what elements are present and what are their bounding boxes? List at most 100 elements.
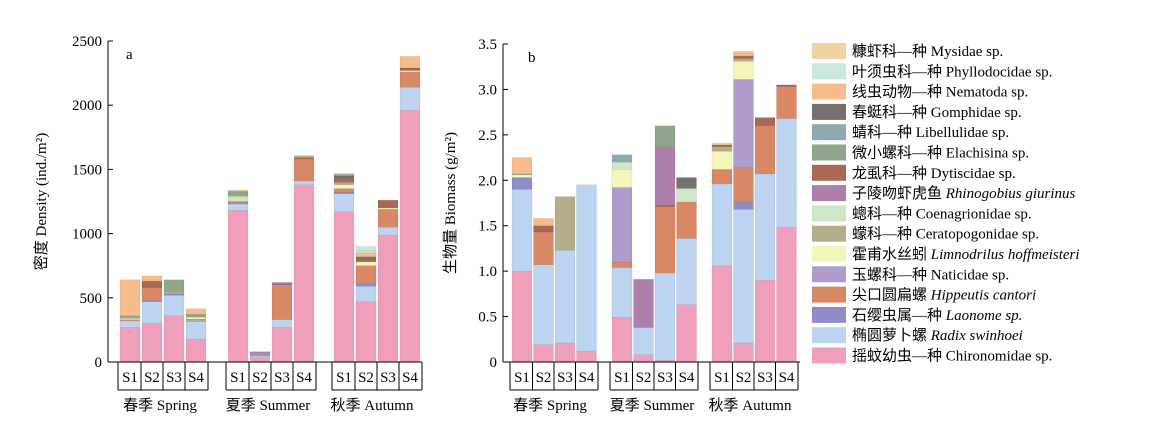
bar-segment-radix bbox=[355, 286, 377, 302]
bar-segment-ceratopogonidae bbox=[554, 196, 576, 251]
x-tick-label: S2 bbox=[736, 370, 752, 386]
legend-label-elachisina: 微小螺科—种 Elachisina sp. bbox=[852, 145, 1029, 162]
x-tick-label: S3 bbox=[380, 370, 396, 386]
bar-segment-chironomidae bbox=[676, 304, 697, 363]
bar-segment-radix bbox=[293, 180, 315, 186]
bar-segment-gomphidae bbox=[333, 175, 355, 179]
panel-letter: b bbox=[528, 50, 536, 66]
panel-letter: a bbox=[126, 47, 133, 63]
bar-segment-coenagrionidae bbox=[227, 197, 249, 202]
bar-segment-chironomidae bbox=[511, 270, 533, 363]
y-axis-title: 生物量 Biomass (g/m²) bbox=[442, 132, 459, 274]
bar-segment-radix bbox=[333, 193, 355, 212]
bar-segment-ceratopogonidae bbox=[185, 318, 207, 322]
bar-segment-radix bbox=[776, 118, 797, 228]
bar-segment-hippeutis bbox=[377, 209, 399, 228]
bar-segment-dytiscidae bbox=[399, 67, 421, 71]
bar-segment-dytiscidae bbox=[754, 117, 776, 126]
bar-segment-elachisina bbox=[654, 125, 676, 147]
legend-label-naticidae: 玉螺科—种 Naticidae sp. bbox=[852, 266, 1009, 283]
x-tick-label: S1 bbox=[230, 370, 246, 386]
y-tick-label: 500 bbox=[80, 291, 103, 307]
bar-segment-nematoda bbox=[511, 157, 533, 175]
bar-segment-radix bbox=[576, 184, 597, 352]
bar-segment-elachisina bbox=[185, 314, 207, 318]
bar-segment-dytiscidae bbox=[776, 84, 797, 87]
x-tick-label: S2 bbox=[252, 370, 268, 386]
bar-segment-radix bbox=[185, 321, 207, 340]
legend-swatch-coenagrionidae bbox=[812, 205, 846, 222]
bar-segment-coenagrionidae bbox=[611, 161, 633, 170]
y-tick-label: 1500 bbox=[72, 162, 102, 178]
bar-segment-rhinogobius bbox=[633, 279, 654, 328]
bar-segment-ceratopogonidae bbox=[711, 146, 733, 152]
bar-segment-nematoda bbox=[533, 218, 554, 226]
bar-segment-dytiscidae bbox=[355, 259, 377, 263]
legend-label-gomphidae: 春蜓科—种 Gomphidae sp. bbox=[852, 104, 1022, 121]
x-tick-label: S2 bbox=[636, 370, 652, 386]
bar-segment-nematoda bbox=[355, 252, 377, 257]
season-label: 春季 Spring bbox=[513, 397, 587, 414]
legend-swatch-hippeutis bbox=[812, 286, 846, 303]
y-tick-label: 1000 bbox=[72, 227, 102, 243]
bar-segment-radix bbox=[511, 189, 533, 272]
legend-label-phyllodocidae: 叶须虫科—种 Phyllodocidae sp. bbox=[852, 63, 1052, 80]
bar-segment-hippeutis bbox=[776, 86, 797, 119]
bar-segment-ceratopogonidae bbox=[733, 58, 754, 62]
y-tick-label: 0.5 bbox=[478, 310, 497, 326]
legend-swatch-gomphidae bbox=[812, 103, 846, 120]
bar-segment-chironomidae bbox=[185, 338, 207, 363]
bar-segment-elachisina bbox=[163, 279, 185, 292]
y-tick-label: 3.5 bbox=[478, 37, 497, 53]
bar-segment-nematoda bbox=[399, 56, 421, 69]
bar-segment-limnodrilus bbox=[333, 184, 355, 189]
bar-segment-chironomidae bbox=[271, 327, 293, 363]
bar-segment-hippeutis bbox=[141, 287, 163, 301]
bar-segment-radix bbox=[676, 238, 697, 305]
x-tick-label: S4 bbox=[679, 370, 695, 386]
bar-segment-chironomidae bbox=[293, 184, 315, 363]
bar-segment-limnodrilus bbox=[733, 61, 754, 80]
legend-swatch-rhinogobius bbox=[812, 185, 846, 202]
legend-label-rhinogobius: 子陵吻虾虎鱼 Rhinogobius giurinus bbox=[852, 184, 1076, 202]
bar-segment-chironomidae bbox=[754, 280, 776, 363]
bar-segment-chironomidae bbox=[333, 211, 355, 363]
bar-segment-chironomidae bbox=[399, 110, 421, 363]
bar-segment-chironomidae bbox=[711, 265, 733, 363]
legend-label-mysidae: 糠虾科—种 Mysidae sp. bbox=[852, 42, 1003, 60]
x-tick-label: S2 bbox=[358, 370, 374, 386]
y-tick-label: 3.0 bbox=[478, 82, 497, 98]
bar-segment-hippeutis bbox=[754, 125, 776, 175]
bar-segment-rhinogobius bbox=[249, 351, 271, 354]
bar-segment-chironomidae bbox=[377, 234, 399, 363]
bar-segment-nematoda bbox=[119, 279, 141, 316]
x-tick-label: S1 bbox=[714, 370, 730, 386]
legend-swatch-limnodrilus bbox=[812, 246, 846, 262]
x-tick-label: S1 bbox=[336, 370, 352, 386]
legend-swatch-chironomidae bbox=[812, 347, 846, 364]
bar-segment-radix bbox=[611, 267, 633, 318]
legend-label-libellulidae: 蜻科—种 Libellulidae sp. bbox=[852, 124, 1009, 141]
y-tick-label: 1.0 bbox=[478, 264, 497, 280]
season-label: 夏季 Summer bbox=[610, 397, 695, 414]
bar-segment-chironomidae bbox=[227, 210, 249, 363]
bar-segment-hippeutis bbox=[611, 261, 633, 268]
bar-segment-radix bbox=[711, 183, 733, 266]
bar-segment-phyllodocidae bbox=[355, 246, 377, 251]
bar-segment-elachisina bbox=[119, 315, 141, 319]
bar-segment-mysidae bbox=[293, 155, 315, 157]
bar-segment-chironomidae bbox=[533, 344, 554, 363]
bar-segment-mysidae bbox=[711, 142, 733, 146]
bar-segment-libellulidae bbox=[611, 154, 633, 163]
bar-segment-limnodrilus bbox=[511, 174, 533, 178]
legend-swatch-laonome bbox=[812, 306, 846, 323]
legend-label-dytiscidae: 龙虱科—种 Dytiscidae sp. bbox=[852, 165, 1016, 182]
y-tick-label: 0 bbox=[95, 355, 103, 371]
bar-segment-hippeutis bbox=[355, 265, 377, 284]
x-tick-label: S4 bbox=[188, 370, 204, 386]
bar-segment-mysidae bbox=[733, 51, 754, 54]
bar-segment-nematoda bbox=[141, 275, 163, 282]
bar-segment-hippeutis bbox=[654, 206, 676, 274]
bar-segment-dytiscidae bbox=[533, 225, 554, 233]
